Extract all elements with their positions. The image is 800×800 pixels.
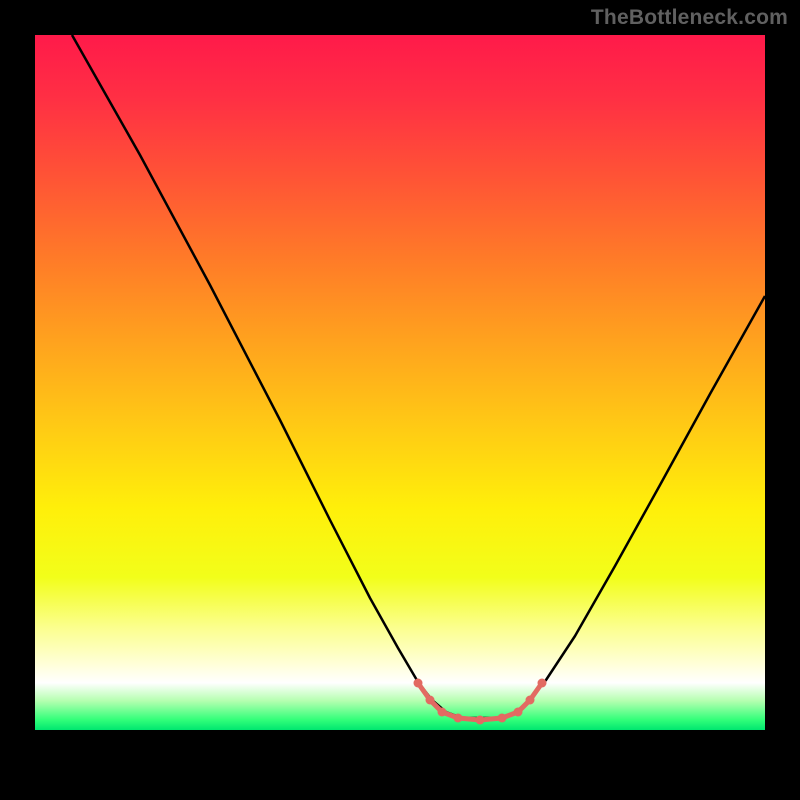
optimal-range-dot xyxy=(514,708,523,717)
optimal-range-dot xyxy=(498,714,507,723)
optimal-range-dot xyxy=(476,716,485,725)
optimal-range-dot xyxy=(538,679,547,688)
optimal-range-dot xyxy=(438,708,447,717)
bottleneck-chart xyxy=(0,0,800,800)
optimal-range-dot xyxy=(454,714,463,723)
gradient-plot-area xyxy=(35,35,765,730)
optimal-range-dot xyxy=(526,696,535,705)
optimal-range-dot xyxy=(426,696,435,705)
chart-container: TheBottleneck.com xyxy=(0,0,800,800)
watermark-text: TheBottleneck.com xyxy=(591,6,788,30)
optimal-range-dot xyxy=(414,679,423,688)
